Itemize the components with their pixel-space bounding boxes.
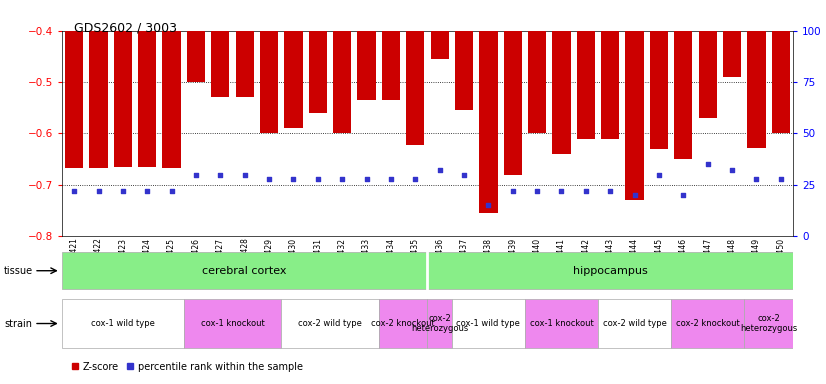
Bar xyxy=(382,31,400,100)
Point xyxy=(628,192,641,198)
Point xyxy=(676,192,690,198)
Point xyxy=(458,172,471,178)
Point xyxy=(482,202,495,209)
Point xyxy=(750,175,763,182)
Point xyxy=(653,172,666,178)
Point xyxy=(92,188,105,194)
Point xyxy=(384,175,397,182)
Text: cox-1 wild type: cox-1 wild type xyxy=(457,319,520,328)
Bar xyxy=(650,31,668,149)
Text: cox-1 knockout: cox-1 knockout xyxy=(529,319,593,328)
Bar xyxy=(211,31,230,98)
Point xyxy=(701,161,714,167)
Legend: Z-score, percentile rank within the sample: Z-score, percentile rank within the samp… xyxy=(67,358,306,376)
Bar xyxy=(479,31,497,213)
Bar xyxy=(284,31,302,128)
Text: cox-2
heterozygous: cox-2 heterozygous xyxy=(740,314,797,333)
Point xyxy=(409,175,422,182)
Bar xyxy=(699,31,717,118)
Point xyxy=(311,175,325,182)
Text: cerebral cortex: cerebral cortex xyxy=(202,266,287,276)
Text: tissue: tissue xyxy=(4,266,33,276)
Point xyxy=(189,172,202,178)
Bar xyxy=(455,31,473,110)
Point xyxy=(433,167,446,174)
Bar xyxy=(406,31,425,145)
Bar xyxy=(163,31,181,168)
Point xyxy=(604,188,617,194)
Bar xyxy=(553,31,571,154)
Point xyxy=(360,175,373,182)
Point xyxy=(335,175,349,182)
Point xyxy=(140,188,154,194)
Text: cox-1 wild type: cox-1 wild type xyxy=(91,319,154,328)
Bar xyxy=(358,31,376,100)
Bar xyxy=(674,31,692,159)
Bar xyxy=(281,299,378,348)
Bar xyxy=(452,299,525,348)
Bar xyxy=(748,31,766,148)
Bar xyxy=(333,31,351,134)
Point xyxy=(725,167,738,174)
Bar xyxy=(62,299,183,348)
Bar xyxy=(528,31,546,134)
Point xyxy=(774,175,787,182)
Point xyxy=(165,188,178,194)
Point xyxy=(530,188,544,194)
Bar xyxy=(601,31,620,139)
Bar xyxy=(671,299,744,348)
Bar xyxy=(89,31,107,168)
Text: cox-2 wild type: cox-2 wild type xyxy=(298,319,362,328)
Bar xyxy=(65,31,83,168)
Point xyxy=(116,188,130,194)
Bar xyxy=(183,299,281,348)
Point xyxy=(214,172,227,178)
Text: hippocampus: hippocampus xyxy=(573,266,648,276)
Text: cox-2 knockout: cox-2 knockout xyxy=(371,319,435,328)
Bar xyxy=(525,299,598,348)
Bar xyxy=(428,299,452,348)
Bar xyxy=(428,252,793,289)
Text: cox-2 wild type: cox-2 wild type xyxy=(603,319,667,328)
Bar xyxy=(260,31,278,134)
Point xyxy=(263,175,276,182)
Bar xyxy=(309,31,327,113)
Bar xyxy=(378,299,428,348)
Text: strain: strain xyxy=(4,318,32,329)
Bar xyxy=(577,31,595,139)
Bar xyxy=(187,31,205,82)
Text: cox-1 knockout: cox-1 knockout xyxy=(201,319,264,328)
Point xyxy=(555,188,568,194)
Bar xyxy=(625,31,643,200)
Text: cox-2 knockout: cox-2 knockout xyxy=(676,319,739,328)
Bar xyxy=(598,299,671,348)
Point xyxy=(68,188,81,194)
Bar xyxy=(504,31,522,175)
Bar xyxy=(235,31,254,98)
Bar xyxy=(771,31,790,134)
Bar xyxy=(430,31,449,59)
Bar xyxy=(723,31,741,77)
Bar xyxy=(138,31,156,167)
Point xyxy=(579,188,592,194)
Text: cox-2
heterozygous: cox-2 heterozygous xyxy=(411,314,468,333)
Point xyxy=(238,172,251,178)
Bar xyxy=(114,31,132,167)
Text: GDS2602 / 3003: GDS2602 / 3003 xyxy=(74,21,178,34)
Point xyxy=(506,188,520,194)
Bar xyxy=(744,299,793,348)
Point xyxy=(287,175,300,182)
Bar xyxy=(62,252,428,289)
